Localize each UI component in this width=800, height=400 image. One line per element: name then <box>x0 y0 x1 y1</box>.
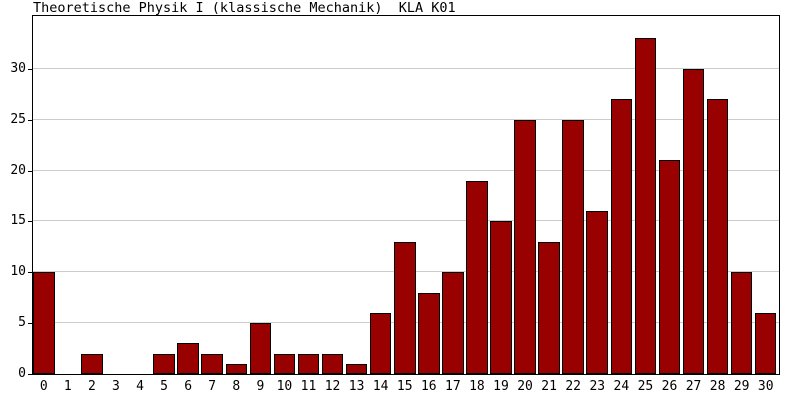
gridline-y-15 <box>33 220 779 221</box>
bar-30 <box>754 313 777 374</box>
y-axis-label-15: 15 <box>10 213 26 228</box>
x-axis-label-12: 12 <box>324 379 341 394</box>
x-axis-label-8: 8 <box>232 379 241 394</box>
x-axis-label-28: 28 <box>709 379 726 394</box>
bar-14 <box>369 313 392 374</box>
bar-9 <box>249 323 272 374</box>
chart-title: Theoretische Physik I (klassische Mechan… <box>33 0 456 16</box>
bar-15 <box>393 242 416 374</box>
y-axis-label-30: 30 <box>10 61 26 76</box>
gridline-y-20 <box>33 170 779 171</box>
x-axis-label-16: 16 <box>420 379 437 394</box>
y-axis-tick-20 <box>28 171 32 172</box>
x-axis-label-14: 14 <box>372 379 389 394</box>
y-axis-tick-15 <box>28 221 32 222</box>
bar-28 <box>706 99 729 374</box>
x-axis-label-1: 1 <box>63 379 72 394</box>
x-axis-label-15: 15 <box>396 379 413 394</box>
y-axis-tick-25 <box>28 120 32 121</box>
bar-20 <box>514 120 536 374</box>
x-axis-label-4: 4 <box>136 379 144 394</box>
bar-2 <box>81 354 103 374</box>
x-axis-label-11: 11 <box>300 379 317 394</box>
bar-21 <box>538 242 560 374</box>
bar-8 <box>225 364 248 374</box>
bar-5 <box>153 354 175 374</box>
x-axis-label-17: 17 <box>445 379 461 394</box>
x-axis-label-22: 22 <box>565 379 582 394</box>
x-axis-label-18: 18 <box>469 379 485 394</box>
y-axis-tick-0 <box>28 374 32 375</box>
bar-29 <box>730 272 753 374</box>
y-axis-label-10: 10 <box>10 264 26 279</box>
bar-27 <box>682 69 705 374</box>
bar-26 <box>658 160 681 374</box>
bar-6 <box>177 343 199 374</box>
y-axis-label-5: 5 <box>18 315 26 330</box>
y-axis-tick-30 <box>28 69 32 70</box>
x-axis-label-26: 26 <box>661 379 678 394</box>
bar-0 <box>33 272 55 374</box>
x-axis-label-3: 3 <box>112 379 120 394</box>
x-axis-label-9: 9 <box>256 379 265 394</box>
x-axis-label-27: 27 <box>685 379 702 394</box>
bar-25 <box>634 38 657 374</box>
x-axis-label-20: 20 <box>517 379 533 394</box>
y-axis-label-25: 25 <box>10 112 26 127</box>
x-axis-label-21: 21 <box>541 379 557 394</box>
x-axis-label-0: 0 <box>39 379 48 394</box>
x-axis-label-10: 10 <box>276 379 293 394</box>
plot-area <box>32 15 780 375</box>
bar-13 <box>345 364 368 374</box>
y-axis-label-0: 0 <box>18 366 26 381</box>
bar-10 <box>273 354 296 374</box>
gridline-y-25 <box>33 119 779 120</box>
bar-7 <box>201 354 223 374</box>
x-axis-label-19: 19 <box>493 379 509 394</box>
bar-24 <box>610 99 633 374</box>
y-axis-label-20: 20 <box>10 163 26 178</box>
bar-18 <box>466 181 488 374</box>
x-axis-label-29: 29 <box>733 379 750 394</box>
x-axis-label-2: 2 <box>87 379 96 394</box>
bar-23 <box>586 211 609 374</box>
y-axis-tick-10 <box>28 272 32 273</box>
x-axis-label-6: 6 <box>184 379 193 394</box>
bar-17 <box>442 272 464 374</box>
x-axis-label-7: 7 <box>208 379 217 394</box>
bar-16 <box>418 293 440 374</box>
x-axis-label-23: 23 <box>589 379 606 394</box>
bar-12 <box>321 354 344 374</box>
bar-22 <box>562 120 584 374</box>
x-axis-label-25: 25 <box>637 379 654 394</box>
x-axis-label-5: 5 <box>160 379 169 394</box>
x-axis-label-13: 13 <box>348 379 365 394</box>
gridline-y-30 <box>33 68 779 69</box>
x-axis-label-30: 30 <box>757 379 774 394</box>
y-axis-tick-5 <box>28 323 32 324</box>
x-axis-label-24: 24 <box>613 379 630 394</box>
bar-19 <box>490 221 512 374</box>
bar-11 <box>297 354 320 374</box>
